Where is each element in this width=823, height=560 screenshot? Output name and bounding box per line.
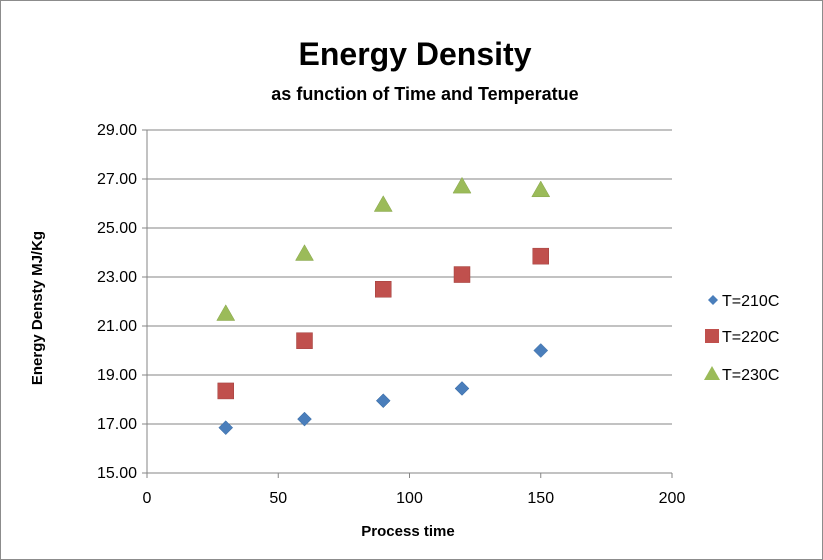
legend-marker-diamond bbox=[708, 295, 718, 305]
data-points bbox=[216, 176, 551, 436]
y-tick-label: 15.00 bbox=[97, 465, 137, 482]
data-point-square bbox=[453, 266, 471, 283]
legend-label: T=220C bbox=[722, 329, 779, 346]
y-tick-label: 27.00 bbox=[97, 171, 137, 188]
data-point-triangle bbox=[531, 180, 551, 198]
data-point-triangle bbox=[216, 304, 236, 321]
y-tick-label: 25.00 bbox=[97, 220, 137, 237]
x-tick-label: 0 bbox=[143, 490, 152, 507]
data-point-square bbox=[375, 281, 392, 298]
chart-title: Energy Density bbox=[299, 36, 532, 72]
data-point-square bbox=[532, 247, 549, 265]
legend-label: T=230C bbox=[722, 367, 779, 384]
data-point-diamond bbox=[375, 393, 391, 409]
data-point-triangle bbox=[295, 244, 314, 261]
axes bbox=[142, 129, 673, 478]
x-tick-label: 150 bbox=[527, 490, 554, 507]
data-point-diamond bbox=[454, 381, 470, 396]
data-point-triangle bbox=[452, 176, 472, 194]
x-tick-label: 50 bbox=[269, 490, 287, 507]
x-tick-labels: 0 50 100 150 200 bbox=[143, 490, 686, 507]
data-point-square bbox=[217, 382, 234, 400]
y-tick-label: 19.00 bbox=[97, 367, 137, 384]
x-tick-label: 100 bbox=[396, 490, 423, 507]
legend-marker-square bbox=[705, 329, 719, 343]
y-tick-label: 29.00 bbox=[97, 122, 137, 139]
y-axis-label: Energy Densty MJ/Kg bbox=[29, 231, 46, 385]
x-axis-label: Process time bbox=[361, 523, 454, 540]
y-tick-label: 23.00 bbox=[97, 269, 137, 286]
legend-label: T=210C bbox=[722, 293, 779, 310]
y-tick-labels: 15.00 17.00 19.00 21.00 23.00 25.00 27.00 29.00 bbox=[97, 122, 137, 482]
data-point-diamond bbox=[533, 343, 549, 358]
data-point-diamond bbox=[297, 411, 312, 427]
legend-marker-triangle bbox=[704, 366, 720, 380]
data-point-triangle bbox=[373, 195, 393, 212]
legend: T=210C T=220C T=230C bbox=[704, 293, 779, 384]
data-point-square bbox=[296, 332, 313, 349]
y-tick-label: 17.00 bbox=[97, 416, 137, 433]
data-point-diamond bbox=[218, 420, 234, 436]
y-tick-label: 21.00 bbox=[97, 318, 137, 335]
gridlines bbox=[147, 129, 672, 425]
x-tick-label: 200 bbox=[659, 490, 686, 507]
chart-subtitle: as function of Time and Temperatue bbox=[271, 84, 578, 104]
